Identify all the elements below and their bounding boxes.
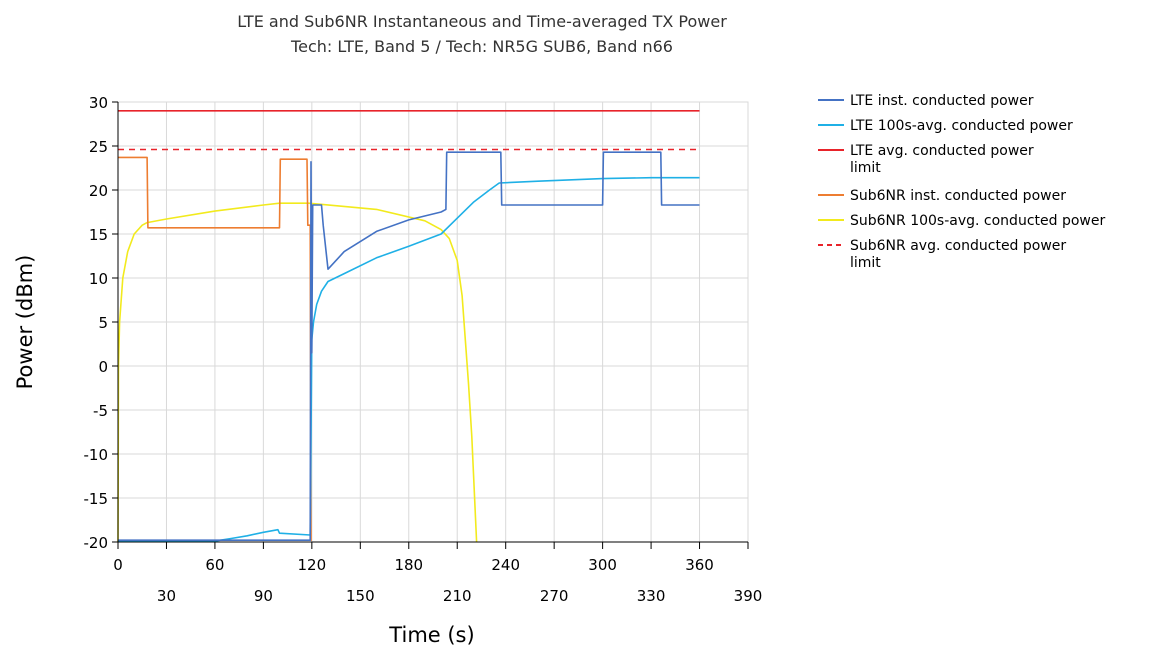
x-axis-label: Time (s) [388,623,474,647]
grid [117,101,749,543]
legend-entry-label: limit [850,255,881,271]
x-tick-label: 150 [346,587,375,605]
legend-entry-label: Sub6NR 100s-avg. conducted power [850,213,1105,229]
y-tick-label: 15 [89,226,108,244]
y-tick-label: 10 [89,270,108,288]
y-tick-label: 25 [89,138,108,156]
x-tick-label: 180 [394,556,423,574]
y-tick-label: -15 [84,490,109,508]
x-tick-label: 390 [734,587,763,605]
chart-subtitle: Tech: LTE, Band 5 / Tech: NR5G SUB6, Ban… [290,37,673,56]
y-tick-label: -5 [93,402,108,420]
y-tick-label: 20 [89,182,108,200]
x-tick-label: 240 [491,556,520,574]
legend-entry-label: LTE avg. conducted power [850,143,1034,159]
legend-entry-label: limit [850,160,881,176]
y-tick-label: 30 [89,94,108,112]
legend: LTE inst. conducted power LTE 100s-avg. c… [818,93,1105,271]
x-tick-label: 300 [588,556,617,574]
x-tick-label: 210 [443,587,472,605]
y-tick-label: 5 [98,314,108,332]
chart-title: LTE and Sub6NR Instantaneous and Time-av… [237,12,727,31]
x-tick-label: 60 [205,556,224,574]
x-tick-label: 120 [298,556,327,574]
x-tick-label: 330 [637,587,666,605]
x-tick-label: 270 [540,587,569,605]
x-tick-label: 30 [157,587,176,605]
legend-entry-label: LTE inst. conducted power [850,93,1034,109]
y-tick-label: -10 [84,446,109,464]
series-line-0 [118,151,700,542]
legend-entry-label: LTE 100s-avg. conducted power [850,118,1073,134]
series-line-4 [117,202,478,543]
series-line-1 [118,176,700,542]
x-tick-label: 90 [254,587,273,605]
series-layer [117,110,700,543]
y-axis-label: Power (dBm) [13,255,37,390]
x-tick-label: 360 [685,556,714,574]
axes [112,101,749,549]
y-tick-label: 0 [98,358,108,376]
legend-entry-label: Sub6NR inst. conducted power [850,188,1066,204]
legend-entry-label: Sub6NR avg. conducted power [850,238,1066,254]
y-tick-label: -20 [84,534,109,552]
x-tick-label: 0 [113,556,123,574]
